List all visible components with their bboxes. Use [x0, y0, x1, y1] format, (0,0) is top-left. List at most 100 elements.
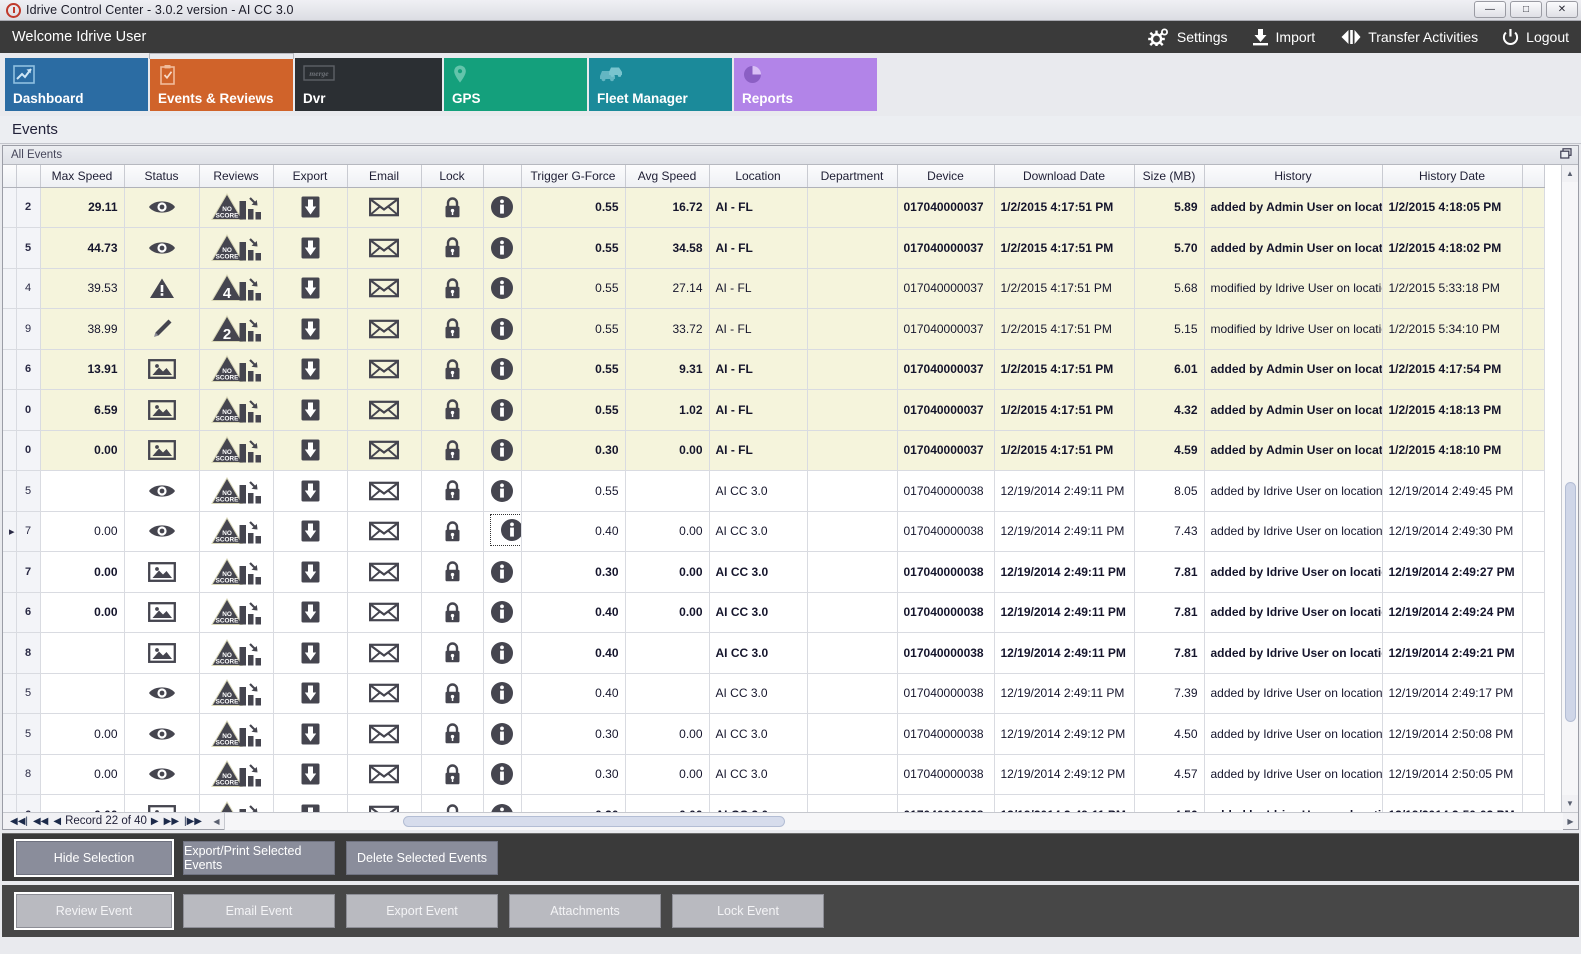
- email-icon[interactable]: [354, 319, 415, 339]
- lock-icon[interactable]: [428, 682, 477, 705]
- row-selector[interactable]: [3, 794, 17, 812]
- download-arrow-icon[interactable]: [280, 195, 341, 219]
- image-icon[interactable]: [131, 804, 193, 812]
- download-arrow-icon[interactable]: [280, 236, 341, 260]
- pager-last-button[interactable]: |▶▶: [184, 815, 202, 827]
- download-arrow-icon[interactable]: [280, 276, 341, 300]
- cell-export[interactable]: [273, 592, 348, 633]
- row-selector[interactable]: [3, 673, 17, 714]
- cell-info[interactable]: [483, 511, 522, 552]
- email-icon[interactable]: [354, 764, 415, 784]
- cell-export[interactable]: [273, 551, 348, 593]
- scroll-down-button[interactable]: ▼: [1561, 795, 1578, 812]
- col-device[interactable]: Device: [897, 165, 995, 188]
- cell-export[interactable]: [273, 187, 348, 228]
- col-lock[interactable]: Lock: [421, 165, 484, 188]
- info-icon[interactable]: [490, 600, 515, 624]
- email-icon[interactable]: [354, 562, 415, 582]
- image-icon[interactable]: [131, 439, 193, 461]
- toolbar-delete-selected-events-button[interactable]: Delete Selected Events: [346, 840, 498, 875]
- cell-reviews[interactable]: NO SCORE: [199, 673, 274, 714]
- restore-window-icon[interactable]: [1560, 148, 1572, 162]
- row-selector[interactable]: [3, 632, 17, 674]
- col-rownum[interactable]: [16, 165, 41, 188]
- toolbar-hide-selection-button[interactable]: Hide Selection: [14, 838, 174, 877]
- cell-email[interactable]: [347, 187, 422, 228]
- toolbar-export-event-button[interactable]: Export Event: [346, 894, 498, 928]
- hscroll-right-button[interactable]: ▶: [1567, 816, 1574, 826]
- image-icon[interactable]: [131, 358, 193, 380]
- toolbar-email-event-button[interactable]: Email Event: [183, 894, 335, 928]
- cell-email[interactable]: [347, 308, 422, 350]
- cell-status[interactable]: [124, 308, 200, 350]
- cell-status[interactable]: [124, 389, 200, 431]
- nav-tab-gps[interactable]: GPS: [444, 58, 587, 111]
- cell-export[interactable]: [273, 430, 348, 471]
- no-score-icon[interactable]: NO SCORE: [206, 678, 267, 708]
- download-arrow-icon[interactable]: [280, 560, 341, 584]
- email-icon[interactable]: [354, 683, 415, 703]
- cell-info[interactable]: [483, 308, 522, 350]
- cell-reviews[interactable]: NO SCORE: [199, 430, 274, 471]
- table-row[interactable]: 5 0.00 NO SCORE: [3, 713, 1545, 755]
- lock-icon[interactable]: [428, 803, 477, 812]
- email-icon[interactable]: [354, 481, 415, 501]
- horizontal-scroll-track[interactable]: [224, 812, 1563, 830]
- email-icon[interactable]: [354, 724, 415, 744]
- settings-button[interactable]: Settings: [1148, 28, 1228, 46]
- cell-lock[interactable]: [421, 592, 484, 633]
- cell-email[interactable]: [347, 268, 422, 309]
- import-button[interactable]: Import: [1252, 28, 1315, 46]
- minimize-button[interactable]: —: [1474, 1, 1506, 18]
- lock-icon[interactable]: [428, 277, 477, 300]
- download-arrow-icon[interactable]: [280, 600, 341, 624]
- email-icon[interactable]: [354, 400, 415, 420]
- pager-next-page-button[interactable]: ▶▶: [163, 815, 180, 827]
- cell-export[interactable]: [273, 268, 348, 309]
- image-icon[interactable]: [131, 642, 193, 664]
- download-arrow-icon[interactable]: [280, 519, 341, 543]
- cell-email[interactable]: [347, 673, 422, 714]
- table-row[interactable]: 5 NO SCORE: [3, 673, 1545, 714]
- lock-icon[interactable]: [428, 520, 477, 543]
- col-status[interactable]: Status: [124, 165, 200, 188]
- lock-icon[interactable]: [428, 196, 477, 219]
- warning-icon[interactable]: [131, 277, 193, 300]
- vertical-scroll-track[interactable]: [1561, 182, 1578, 795]
- cell-lock[interactable]: [421, 632, 484, 674]
- score-2-icon[interactable]: 2: [206, 314, 267, 344]
- email-icon[interactable]: [354, 805, 415, 812]
- nav-tab-dashboard[interactable]: Dashboard: [5, 58, 148, 111]
- cell-export[interactable]: [273, 470, 348, 512]
- cell-email[interactable]: [347, 754, 422, 795]
- cell-export[interactable]: [273, 632, 348, 674]
- lock-icon[interactable]: [428, 236, 477, 259]
- cell-reviews[interactable]: NO SCORE: [199, 713, 274, 755]
- no-score-icon[interactable]: NO SCORE: [206, 759, 267, 789]
- col-reviews[interactable]: Reviews: [199, 165, 274, 188]
- cell-lock[interactable]: [421, 511, 484, 552]
- row-selector[interactable]: [3, 389, 17, 431]
- eye-icon[interactable]: [131, 198, 193, 216]
- col-location[interactable]: Location: [709, 165, 808, 188]
- image-icon[interactable]: [131, 561, 193, 583]
- cell-email[interactable]: [347, 389, 422, 431]
- image-icon[interactable]: [131, 399, 193, 421]
- table-row[interactable]: 5 44.73 NO SCORE: [3, 227, 1545, 269]
- lock-icon[interactable]: [428, 479, 477, 502]
- cell-info[interactable]: [483, 187, 522, 228]
- download-arrow-icon[interactable]: [280, 479, 341, 503]
- image-icon[interactable]: [131, 601, 193, 623]
- row-selector[interactable]: [3, 713, 17, 755]
- info-icon[interactable]: [490, 438, 515, 462]
- download-arrow-icon[interactable]: [280, 803, 341, 812]
- col-trigger-g-force[interactable]: Trigger G-Force: [521, 165, 626, 188]
- email-icon[interactable]: [354, 521, 415, 541]
- toolbar-review-event-button[interactable]: Review Event: [14, 892, 174, 930]
- no-score-icon[interactable]: NO SCORE: [206, 800, 267, 812]
- col-email[interactable]: Email: [347, 165, 422, 188]
- cell-status[interactable]: [124, 470, 200, 512]
- cell-reviews[interactable]: NO SCORE: [199, 754, 274, 795]
- cell-email[interactable]: [347, 632, 422, 674]
- col-download-date[interactable]: Download Date: [994, 165, 1135, 188]
